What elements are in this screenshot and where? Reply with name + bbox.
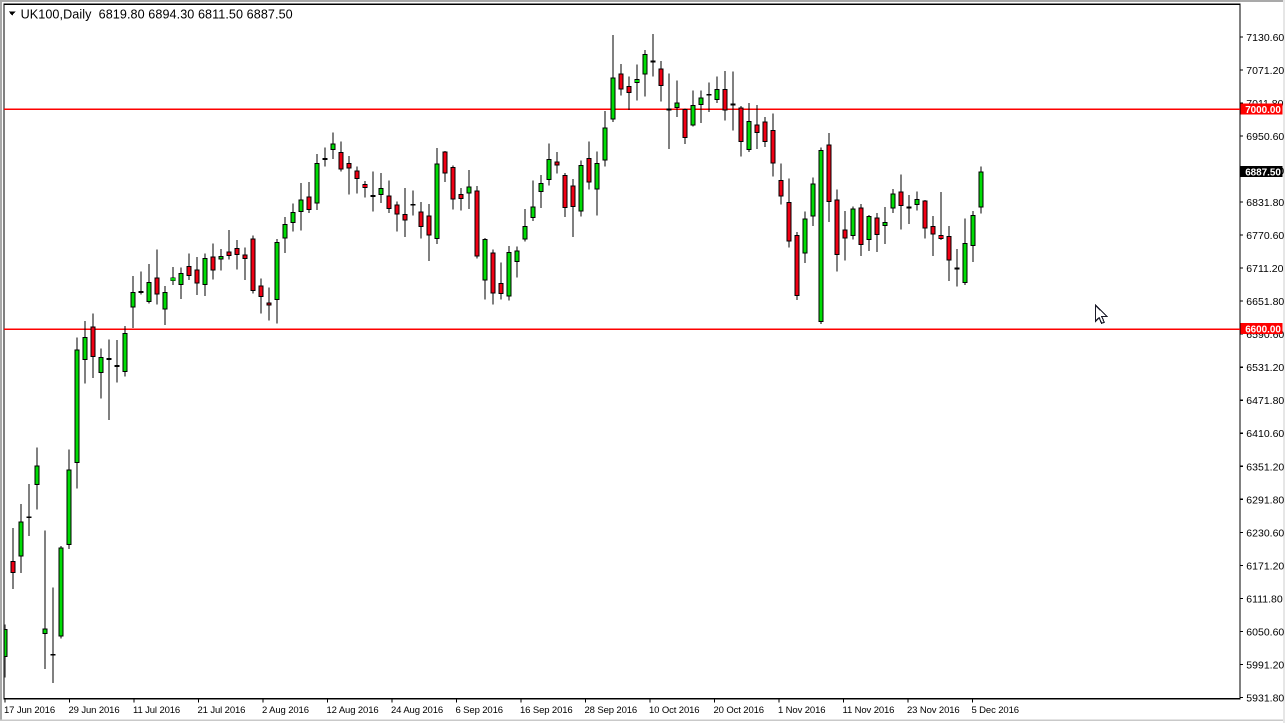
svg-text:28 Sep 2016: 28 Sep 2016 (585, 705, 638, 716)
svg-text:5 Dec 2016: 5 Dec 2016 (972, 705, 1019, 716)
svg-text:17 Jun 2016: 17 Jun 2016 (4, 705, 55, 716)
svg-text:6351.20: 6351.20 (1246, 461, 1284, 473)
svg-text:6531.20: 6531.20 (1246, 362, 1284, 374)
svg-text:6230.60: 6230.60 (1246, 527, 1284, 539)
svg-text:6410.60: 6410.60 (1246, 428, 1284, 440)
svg-text:6887.50: 6887.50 (1245, 167, 1281, 178)
svg-text:21 Jul 2016: 21 Jul 2016 (198, 705, 246, 716)
svg-text:10 Oct 2016: 10 Oct 2016 (649, 705, 699, 716)
svg-text:1 Nov 2016: 1 Nov 2016 (778, 705, 825, 716)
svg-text:6950.60: 6950.60 (1246, 131, 1284, 143)
svg-text:23 Nov 2016: 23 Nov 2016 (907, 705, 960, 716)
svg-text:7000.00: 7000.00 (1245, 105, 1281, 116)
svg-text:6770.60: 6770.60 (1246, 230, 1284, 242)
svg-text:20 Oct 2016: 20 Oct 2016 (714, 705, 764, 716)
svg-text:UK100,Daily 6819.80 6894.30 6: UK100,Daily 6819.80 6894.30 6811.50 6887… (21, 8, 293, 22)
svg-text:6651.80: 6651.80 (1246, 296, 1284, 308)
svg-text:7071.20: 7071.20 (1246, 65, 1284, 77)
svg-text:16 Sep 2016: 16 Sep 2016 (520, 705, 573, 716)
svg-text:12 Aug 2016: 12 Aug 2016 (327, 705, 379, 716)
svg-text:11 Nov 2016: 11 Nov 2016 (843, 705, 895, 716)
svg-text:6600.00: 6600.00 (1245, 324, 1281, 335)
svg-text:24 Aug 2016: 24 Aug 2016 (391, 705, 443, 716)
svg-text:29 Jun 2016: 29 Jun 2016 (69, 705, 120, 716)
svg-text:6171.20: 6171.20 (1246, 560, 1284, 572)
svg-text:2 Aug 2016: 2 Aug 2016 (262, 705, 309, 716)
svg-text:6 Sep 2016: 6 Sep 2016 (456, 705, 503, 716)
svg-text:5931.80: 5931.80 (1246, 692, 1284, 704)
svg-text:6050.60: 6050.60 (1246, 626, 1284, 638)
svg-text:6831.80: 6831.80 (1246, 197, 1284, 209)
svg-text:11 Jul 2016: 11 Jul 2016 (133, 705, 180, 716)
svg-text:6471.80: 6471.80 (1246, 395, 1284, 407)
svg-text:6291.80: 6291.80 (1246, 494, 1284, 506)
svg-text:6111.80: 6111.80 (1246, 593, 1283, 605)
svg-text:5991.20: 5991.20 (1246, 659, 1284, 671)
svg-text:7130.60: 7130.60 (1246, 32, 1284, 44)
svg-text:6711.20: 6711.20 (1246, 263, 1283, 275)
